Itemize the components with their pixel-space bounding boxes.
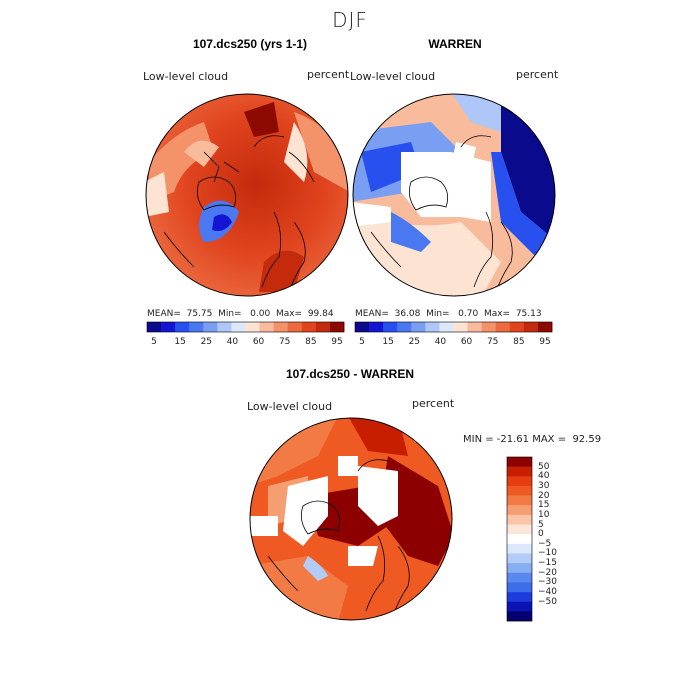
colorbar-label: 5 [359,337,365,347]
colorbar-label: 10 [538,509,550,520]
colorbar-swatch [203,322,218,332]
colorbar-swatch [481,322,497,332]
colorbar-swatch [507,485,532,496]
colorbar-swatch [507,543,532,554]
colorbar-swatch [507,592,532,603]
colorbar-label: 85 [513,337,525,347]
colorbar-swatch [161,322,176,332]
right-panel-title: WARREN [428,37,482,51]
colorbar-swatch [369,322,384,332]
colorbar-label: 50 [538,461,550,472]
colorbar-label: 60 [252,337,265,347]
colorbar-label: 15 [382,337,394,347]
diff-variable-label: Low-level cloud [247,400,333,413]
colorbar-swatch [507,563,532,574]
colorbar-swatch [425,322,440,332]
colorbar-label: −30 [538,577,557,588]
colorbar-swatch [259,322,274,332]
right-colorbar-labels: 5 15 25 40 60 75 85 95 [355,337,552,349]
colorbar-swatch [507,495,532,506]
right-variable-label: Low-level cloud [350,70,436,83]
colorbar-swatch [507,582,532,593]
colorbar-swatch [507,476,532,487]
colorbar-swatch [453,322,468,332]
colorbar-label: 40 [434,337,447,347]
colorbar-swatch [147,322,162,332]
colorbar-swatch [507,457,532,467]
colorbar-swatch [189,322,204,332]
colorbar-swatch [507,534,532,545]
colorbar-swatch [507,505,532,516]
left-variable-label: Low-level cloud [143,70,229,83]
colorbar-swatch [509,322,525,332]
left-colorbar [146,321,345,333]
colorbar-swatch [287,322,303,332]
right-units-label: percent [516,68,559,81]
colorbar-swatch [495,322,511,332]
colorbar-label: 95 [331,337,343,347]
colorbar-label: 30 [538,480,550,491]
colorbar-swatch [523,322,539,332]
left-stats: MEAN= 75.75 Min= 0.00 Max= 99.84 [147,309,334,319]
colorbar-label: −40 [538,587,557,598]
colorbar-swatch [175,322,190,332]
season-title: DJF [332,8,368,32]
right-colorbar [354,321,553,333]
left-colorbar-labels: 5 15 25 40 60 75 85 95 [147,337,344,349]
colorbar-label: 5 [538,519,544,530]
colorbar-label: −50 [538,596,557,607]
colorbar-swatch [329,322,345,332]
left-polar-map [145,93,349,297]
colorbar-swatch [507,466,532,477]
colorbar-swatch [217,322,232,332]
diff-minmax: MIN = -21.61 MAX = 92.59 [463,434,602,445]
colorbar-label: 85 [305,337,317,347]
colorbar-label: 20 [538,490,550,501]
diff-polar-map [249,417,453,621]
colorbar-label: 0 [538,529,544,540]
colorbar-swatch [245,322,260,332]
right-stats: MEAN= 36.08 Min= 0.70 Max= 75.13 [355,309,542,319]
colorbar-swatch [355,322,370,332]
colorbar-label: 15 [174,337,186,347]
colorbar-label: 75 [278,337,291,347]
colorbar-swatch [411,322,426,332]
diff-colorbar-labels: 50 40 30 20 15 10 5 0 −5 −10 −15 −20 −30 −40 −50 [538,457,578,621]
colorbar-swatch [231,322,246,332]
colorbar-label: 25 [200,337,213,347]
colorbar-swatch [507,514,532,525]
colorbar-label: 60 [460,337,473,347]
colorbar-swatch [507,524,532,535]
diff-units-label: percent [412,397,455,410]
colorbar-swatch [439,322,454,332]
colorbar-swatch [507,601,532,612]
colorbar-label: −5 [538,538,552,549]
colorbar-label: −15 [538,558,557,569]
colorbar-swatch [537,322,553,332]
colorbar-swatch [315,322,331,332]
colorbar-label: 95 [539,337,551,347]
colorbar-swatch [273,322,289,332]
diff-colorbar [506,456,533,622]
left-panel-title: 107.dcs250 (yrs 1-1) [192,37,308,51]
colorbar-swatch [507,611,532,622]
colorbar-swatch [507,572,532,583]
colorbar-label: 25 [408,337,421,347]
right-polar-map [352,93,556,297]
colorbar-swatch [301,322,317,332]
left-units-label: percent [307,68,350,81]
colorbar-label: 40 [538,471,550,482]
colorbar-swatch [507,553,532,564]
colorbar-swatch [383,322,398,332]
colorbar-label: 5 [151,337,157,347]
colorbar-swatch [467,322,482,332]
diff-panel-title: 107.dcs250 - WARREN [285,367,415,381]
colorbar-label: 40 [226,337,239,347]
colorbar-swatch [397,322,412,332]
colorbar-label: −20 [538,567,557,578]
colorbar-label: 75 [486,337,499,347]
colorbar-label: 15 [538,500,550,511]
colorbar-label: −10 [538,548,557,559]
